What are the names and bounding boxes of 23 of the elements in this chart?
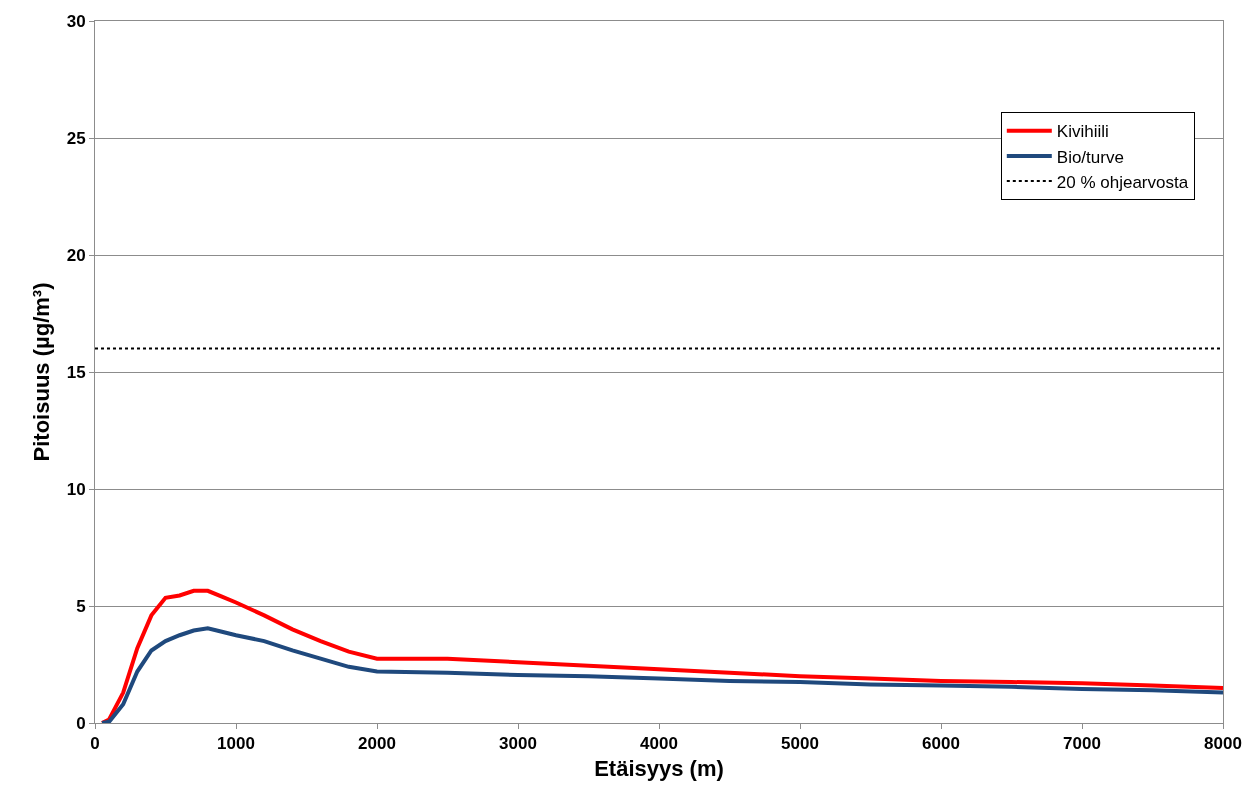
legend-label: 20 % ohjearvosta — [1056, 172, 1189, 192]
line-series — [100, 588, 1223, 723]
y-tick-label: 15 — [66, 362, 86, 382]
x-tick-label: 4000 — [640, 734, 678, 754]
x-tick-label: 2000 — [358, 734, 396, 754]
x-tick-label: 5000 — [781, 734, 819, 754]
x-tick-label: 3000 — [499, 734, 537, 754]
x-tick-label: 0 — [90, 734, 100, 754]
y-tick-label: 20 — [66, 245, 86, 265]
line-series — [100, 626, 1223, 723]
legend-label: Kivihiili — [1056, 122, 1109, 142]
x-axis-title: Etäisyys (m) — [594, 756, 724, 782]
x-tick-label: 8000 — [1204, 734, 1242, 754]
y-tick-label: 5 — [76, 596, 86, 616]
y-axis-title: Pitoisuus (µg/m³) — [29, 282, 55, 462]
x-tick-label: 7000 — [1063, 734, 1101, 754]
legend-label: Bio/turve — [1056, 147, 1124, 167]
x-tick-label: 1000 — [217, 734, 255, 754]
x-tick-label: 6000 — [922, 734, 960, 754]
y-tick-label: 30 — [66, 11, 86, 31]
y-tick-label: 25 — [66, 128, 86, 148]
y-tick-label: 0 — [76, 713, 86, 733]
y-tick-label: 10 — [66, 479, 86, 499]
